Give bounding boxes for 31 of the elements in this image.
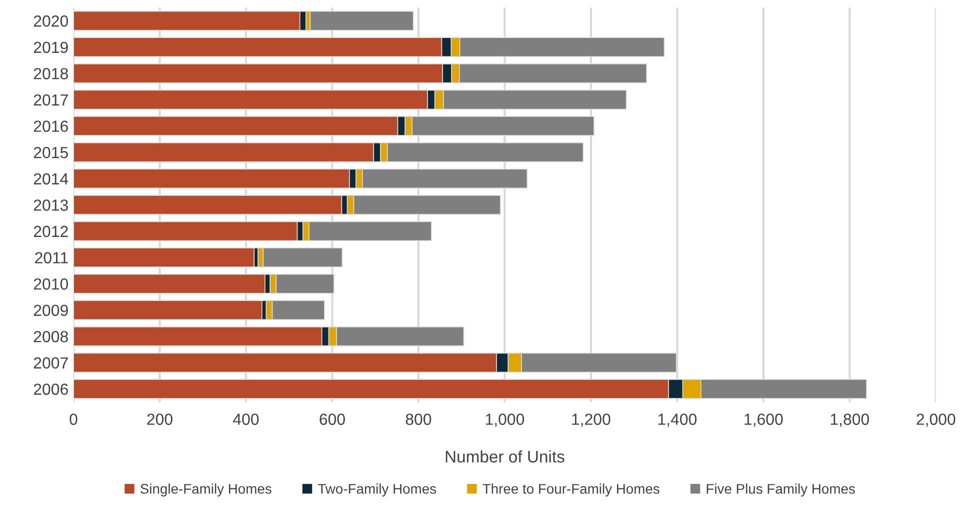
x-tick-label: 1,800 <box>830 414 870 427</box>
y-tick-label: 2017 <box>34 94 68 106</box>
x-tick-label: 1,200 <box>572 414 610 427</box>
legend-label: Single-Family Homes <box>140 484 272 496</box>
x-tick-label: 400 <box>233 414 259 425</box>
x-tick-label: 1,600 <box>744 414 783 427</box>
x-axis-title: Number of Units <box>446 450 564 463</box>
y-tick-label: 2009 <box>34 304 68 316</box>
y-tick-label: 2018 <box>34 68 68 80</box>
x-tick-label: 200 <box>147 414 172 425</box>
y-tick-label: 2011 <box>35 252 68 264</box>
x-tick-label: 0 <box>70 414 78 425</box>
x-tick-label: 1,000 <box>486 414 524 427</box>
y-tick-label: 2020 <box>34 15 68 27</box>
x-tick-label: 600 <box>320 414 345 425</box>
y-tick-label: 2013 <box>34 200 68 211</box>
x-tick-label: 1,400 <box>658 414 697 427</box>
legend-label: Two-Family Homes <box>318 484 436 496</box>
y-tick-label: 2007 <box>34 357 68 369</box>
y-tick-label: 2006 <box>34 384 68 395</box>
x-tick-label: 2,000 <box>916 414 956 427</box>
legend-label: Three to Four-Family Homes <box>482 484 660 496</box>
y-tick-label: 2012 <box>34 226 68 238</box>
x-tick-label: 800 <box>406 414 432 425</box>
y-tick-label: 2008 <box>34 331 68 342</box>
y-tick-label: 2014 <box>34 173 68 185</box>
legend-label: Five Plus Family Homes <box>706 484 855 496</box>
y-tick-label: 2010 <box>34 278 68 290</box>
y-tick-label: 2016 <box>34 120 68 132</box>
y-tick-label: 2015 <box>34 146 68 158</box>
y-tick-label: 2019 <box>34 42 68 54</box>
